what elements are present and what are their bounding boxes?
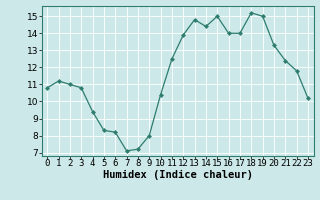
X-axis label: Humidex (Indice chaleur): Humidex (Indice chaleur) bbox=[103, 170, 252, 180]
